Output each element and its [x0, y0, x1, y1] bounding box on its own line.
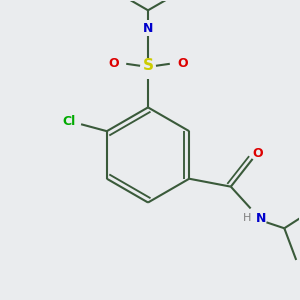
- Text: O: O: [108, 57, 119, 70]
- Text: O: O: [177, 57, 188, 70]
- Text: N: N: [256, 212, 267, 225]
- Text: N: N: [143, 22, 153, 34]
- Text: H: H: [242, 213, 251, 224]
- Text: S: S: [142, 58, 154, 73]
- Text: O: O: [252, 148, 263, 160]
- Text: Cl: Cl: [63, 115, 76, 128]
